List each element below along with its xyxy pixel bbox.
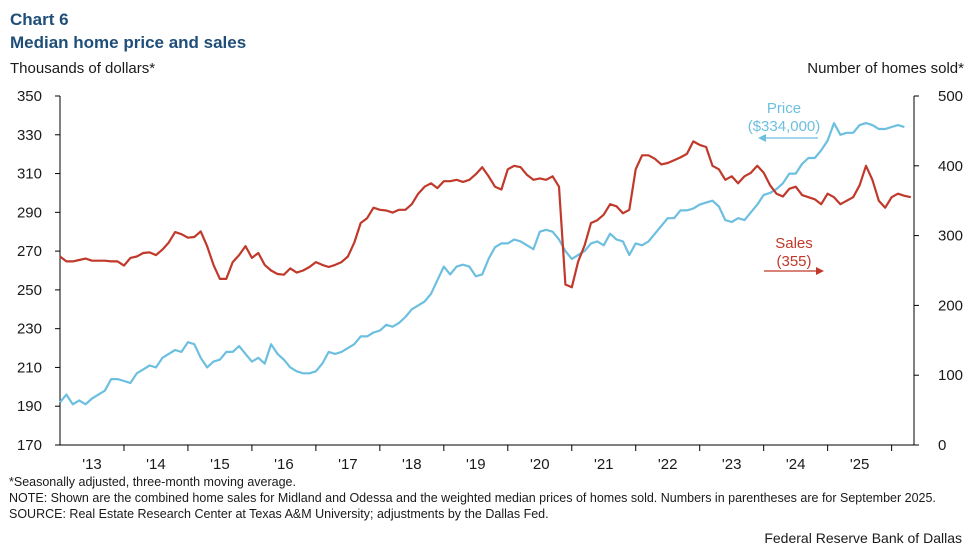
left-tick-label: 350: [17, 88, 42, 105]
x-tick-label: '13: [82, 456, 102, 473]
sales-line: [59, 140, 912, 289]
footnote-seasonal: *Seasonally adjusted, three-month moving…: [9, 475, 296, 489]
x-tick-label: '23: [722, 456, 742, 473]
right-tick-label: 0: [938, 437, 946, 454]
left-tick-label: 170: [17, 437, 42, 454]
x-tick-label: '24: [786, 456, 806, 473]
left-tick-label: 190: [17, 398, 42, 415]
x-tick-label: '25: [850, 456, 870, 473]
right-tick-label: 200: [938, 297, 963, 314]
chart-number: Chart 6: [10, 10, 69, 29]
sales-arrow-head: [816, 267, 824, 275]
left-tick-label: 290: [17, 204, 42, 221]
right-tick-label: 100: [938, 367, 963, 384]
annotations-group: Price($334,000) Sales(355): [748, 100, 824, 275]
left-tick-label: 250: [17, 282, 42, 299]
price-value-label: ($334,000): [748, 118, 821, 135]
price-label: Price: [767, 100, 801, 117]
x-tick-label: '19: [466, 456, 486, 473]
left-axis-title: Thousands of dollars*: [10, 60, 156, 77]
x-tick-label: '22: [658, 456, 678, 473]
right-tick-label: 300: [938, 228, 963, 245]
price-line: [59, 122, 905, 406]
x-tick-label: '18: [402, 456, 422, 473]
left-tick-label: 270: [17, 243, 42, 260]
sales-value-label: (355): [776, 253, 811, 270]
sales-label: Sales: [775, 235, 813, 252]
left-tick-label: 310: [17, 166, 42, 183]
left-tick-label: 330: [17, 127, 42, 144]
price-arrow-head: [758, 134, 766, 142]
right-axis-title: Number of homes sold*: [807, 60, 964, 77]
x-tick-label: '17: [338, 456, 358, 473]
footnote-source: SOURCE: Real Estate Research Center at T…: [9, 507, 549, 521]
left-tick-label: 210: [17, 359, 42, 376]
x-tick-label: '15: [210, 456, 230, 473]
right-tick-label: 400: [938, 158, 963, 175]
x-tick-label: '21: [594, 456, 614, 473]
notes: *Seasonally adjusted, three-month moving…: [9, 474, 969, 522]
left-tick-label: 230: [17, 321, 42, 338]
x-tick-label: '16: [274, 456, 294, 473]
axes-group: 170 190 210 230 250 270 290 310 330 350 0 100 200 300…: [17, 88, 963, 473]
x-tick-label: '14: [146, 456, 166, 473]
chart-title: Median home price and sales: [10, 33, 247, 52]
footnote-note: NOTE: Shown are the combined home sales …: [9, 491, 936, 505]
x-tick-label: '20: [530, 456, 550, 473]
right-tick-label: 500: [938, 88, 963, 105]
series-group: [59, 122, 912, 406]
credit: Federal Reserve Bank of Dallas: [764, 530, 962, 546]
